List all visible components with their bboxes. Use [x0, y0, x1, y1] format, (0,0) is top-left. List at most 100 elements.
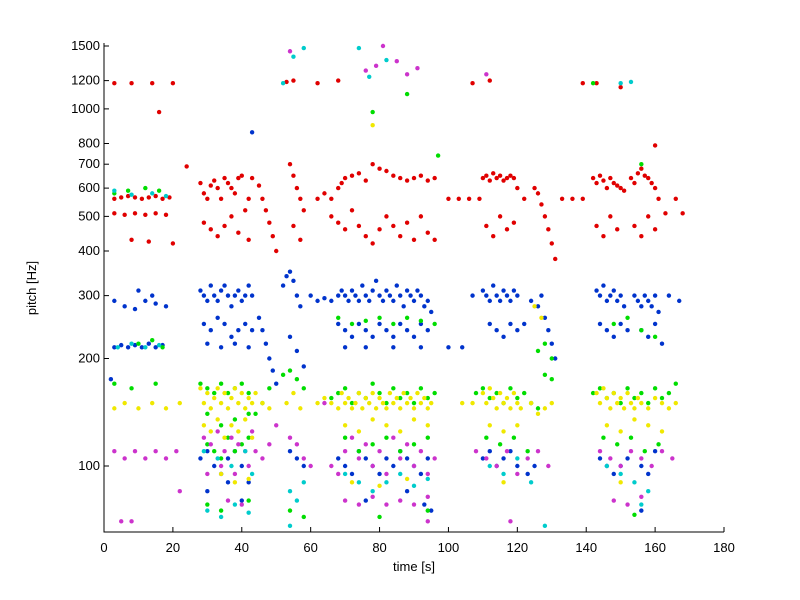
data-point	[391, 334, 396, 340]
data-point	[642, 449, 647, 454]
data-point	[384, 400, 389, 406]
data-point	[246, 480, 251, 485]
data-point	[649, 180, 654, 186]
data-point	[329, 463, 334, 469]
data-point	[222, 435, 227, 440]
data-point	[511, 220, 517, 225]
data-point	[618, 85, 623, 90]
data-point	[625, 502, 630, 507]
data-point	[477, 196, 482, 202]
data-point	[618, 321, 623, 327]
data-point	[570, 196, 575, 202]
data-point	[150, 191, 155, 196]
data-point	[132, 306, 138, 312]
data-point	[143, 298, 148, 304]
data-point	[370, 463, 375, 469]
data-point	[274, 248, 279, 254]
data-point	[153, 193, 158, 199]
data-point	[628, 435, 634, 440]
data-point	[404, 288, 410, 293]
data-point	[291, 223, 296, 229]
data-point	[301, 463, 306, 469]
data-point	[508, 173, 513, 178]
data-point	[270, 234, 275, 239]
data-point	[384, 471, 389, 477]
data-point	[484, 435, 489, 440]
data-point	[136, 341, 141, 346]
data-point	[635, 395, 641, 401]
data-point	[280, 81, 286, 86]
data-point	[243, 321, 248, 327]
data-point	[411, 463, 417, 469]
data-point	[377, 514, 382, 520]
data-point	[398, 293, 403, 298]
data-point	[253, 390, 258, 396]
data-point	[301, 364, 306, 369]
data-point	[329, 395, 334, 401]
data-point	[294, 377, 300, 382]
data-point	[418, 345, 424, 350]
data-point	[163, 193, 169, 199]
data-point	[150, 400, 155, 406]
data-point	[384, 57, 389, 63]
data-point	[411, 298, 417, 304]
data-point	[398, 395, 403, 401]
data-point	[146, 239, 151, 244]
x-axis-label: time [s]	[393, 559, 435, 574]
data-point	[649, 304, 654, 309]
data-point	[484, 72, 489, 77]
data-point	[501, 178, 506, 183]
data-point	[112, 345, 117, 350]
data-point	[494, 406, 499, 411]
data-point	[294, 293, 300, 298]
data-point	[236, 442, 241, 447]
data-point	[212, 463, 217, 469]
data-point	[425, 435, 430, 440]
data-point	[205, 386, 210, 391]
data-point	[301, 386, 306, 391]
data-point	[232, 341, 238, 346]
data-point	[129, 341, 134, 346]
data-point	[170, 81, 176, 86]
data-point	[198, 456, 203, 461]
data-point	[625, 328, 630, 333]
data-point	[253, 411, 258, 417]
data-point	[294, 185, 300, 191]
data-point	[432, 237, 437, 242]
data-point	[229, 304, 234, 309]
data-point	[473, 449, 479, 454]
data-point	[329, 214, 334, 219]
data-point	[370, 489, 375, 494]
data-point	[618, 395, 623, 401]
data-point	[336, 293, 341, 298]
data-point	[632, 395, 637, 401]
data-point	[625, 456, 630, 461]
data-point	[594, 390, 599, 396]
data-point	[425, 508, 430, 513]
data-points	[108, 43, 685, 529]
data-point	[349, 480, 355, 485]
data-point	[515, 423, 520, 428]
data-point	[222, 449, 227, 454]
data-point	[384, 288, 389, 293]
data-point	[618, 400, 623, 406]
data-point	[132, 211, 138, 216]
data-point	[425, 476, 430, 482]
data-point	[246, 435, 251, 440]
data-point	[377, 390, 382, 396]
data-point	[315, 298, 320, 304]
data-point	[487, 449, 492, 454]
data-point	[339, 180, 344, 186]
data-point	[535, 406, 541, 411]
data-point	[291, 54, 296, 59]
data-point	[208, 429, 213, 434]
data-point	[422, 502, 427, 507]
data-point	[659, 400, 665, 406]
data-point	[639, 328, 644, 333]
data-point	[666, 406, 672, 411]
data-point	[656, 442, 661, 447]
data-point	[201, 449, 207, 454]
data-point	[150, 81, 155, 86]
data-point	[112, 81, 117, 86]
data-point	[391, 298, 396, 304]
